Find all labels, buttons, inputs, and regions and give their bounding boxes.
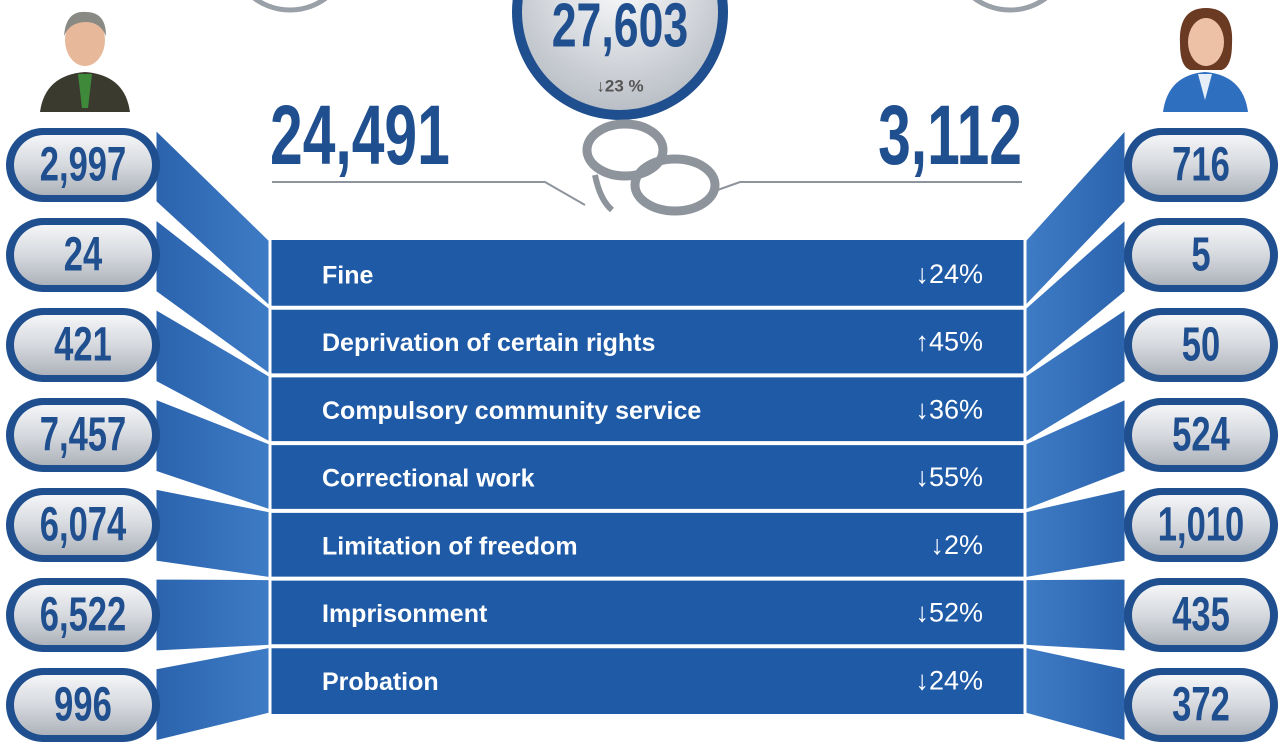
- women-pill-inner: [1132, 585, 1270, 645]
- row-label: Correctional work: [322, 465, 535, 493]
- row-change: ↓24%: [915, 665, 983, 695]
- men-value: 2,997: [40, 137, 126, 191]
- man-icon: [40, 11, 130, 112]
- right-connector: [1023, 576, 1128, 654]
- women-pill-inner: [1132, 405, 1270, 465]
- women-pill-inner: [1132, 135, 1270, 195]
- women-pill-inner: [1132, 315, 1270, 375]
- men-pill-inner: [14, 225, 152, 285]
- men-value: 996: [54, 677, 112, 731]
- woman-icon: [1163, 8, 1248, 112]
- row-change: ↓52%: [915, 598, 983, 628]
- left-connector: [153, 576, 272, 654]
- men-pill-inner: [14, 675, 152, 735]
- men-pill-inner: [14, 135, 152, 195]
- men-pill-inner: [14, 585, 152, 645]
- women-pill-inner: [1132, 675, 1270, 735]
- row-label: Compulsory community service: [322, 397, 701, 425]
- row-change: ↓55%: [915, 462, 983, 492]
- row-change: ↓24%: [915, 259, 983, 289]
- women-value: 50: [1182, 317, 1220, 371]
- women-value: 5: [1191, 227, 1210, 281]
- women-value: 1,010: [1158, 497, 1244, 551]
- row-change: ↓2%: [930, 530, 983, 560]
- row-change: ↓36%: [915, 394, 983, 424]
- total-value: 27,603: [552, 0, 689, 60]
- women-value: 435: [1172, 587, 1230, 641]
- center-band: [270, 240, 1025, 714]
- men-pill-inner: [14, 315, 152, 375]
- women-total: 3,112: [878, 89, 1022, 183]
- left-connector: [153, 644, 272, 744]
- row-label: Probation: [322, 668, 439, 696]
- top-decoration: [252, 0, 1048, 120]
- divider-lines: [272, 181, 1022, 206]
- men-total: 24,491: [270, 89, 450, 183]
- men-pill-inner: [14, 495, 152, 555]
- men-value: 421: [54, 317, 112, 371]
- men-value: 7,457: [40, 407, 126, 461]
- row-label: Fine: [322, 261, 373, 289]
- women-pill-inner: [1132, 495, 1270, 555]
- men-pill-inner: [14, 405, 152, 465]
- women-value: 372: [1172, 677, 1230, 731]
- women-pill-inner: [1132, 225, 1270, 285]
- men-value: 6,074: [40, 497, 127, 551]
- men-value: 24: [64, 227, 103, 281]
- row-label: Imprisonment: [322, 600, 488, 628]
- women-value: 524: [1172, 407, 1230, 461]
- men-value: 6,522: [40, 587, 126, 641]
- total-change: ↓23 %: [596, 76, 643, 95]
- row-change: ↑45%: [915, 327, 983, 357]
- handcuffs-icon: [582, 119, 720, 216]
- row-label: Deprivation of certain rights: [322, 329, 655, 357]
- right-connector: [1023, 644, 1128, 744]
- row-label: Limitation of freedom: [322, 532, 578, 560]
- women-value: 716: [1172, 137, 1230, 191]
